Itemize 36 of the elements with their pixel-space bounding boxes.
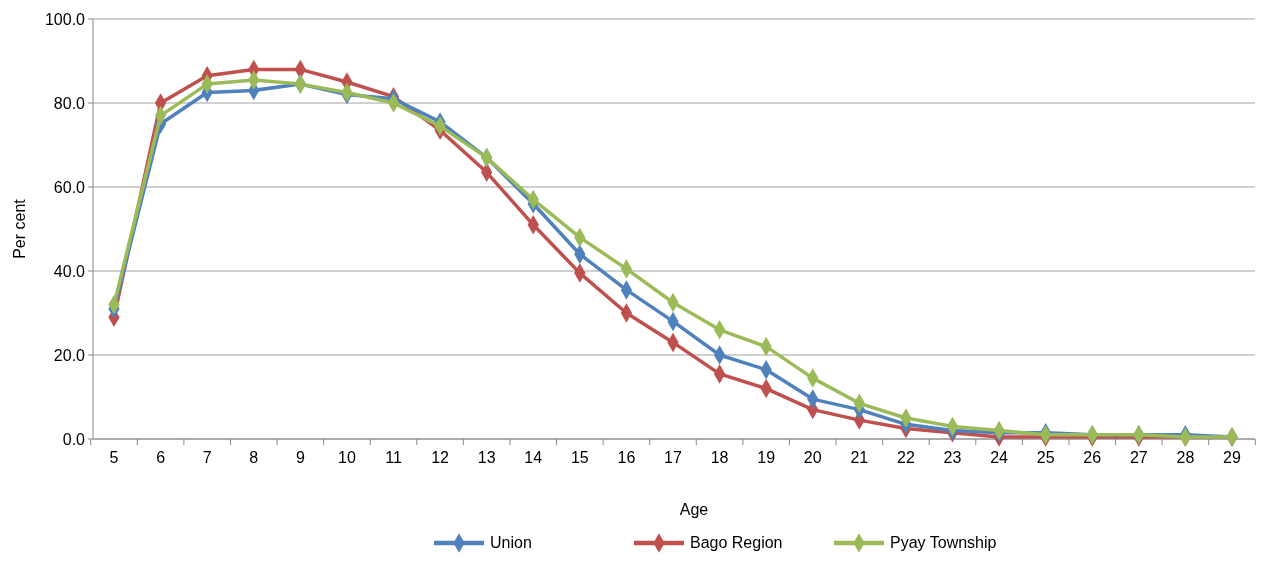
x-tick-label: 9 — [295, 449, 305, 466]
x-tick-label: 22 — [897, 449, 915, 466]
x-tick-label: 26 — [1083, 449, 1102, 466]
legend-label: Bago Region — [690, 534, 783, 551]
x-tick-label: 6 — [156, 449, 166, 466]
x-tick-label: 20 — [803, 449, 822, 466]
x-tick-label: 15 — [570, 449, 589, 466]
y-tick-label: 100.0 — [44, 10, 86, 28]
x-tick-label: 8 — [249, 449, 259, 466]
x-tick-label: 11 — [385, 449, 402, 466]
y-tick-label: 40.0 — [53, 262, 86, 280]
y-axis-title: Per cent — [11, 198, 28, 259]
legend-label: Union — [490, 534, 532, 551]
x-tick-label: 21 — [850, 449, 869, 466]
y-tick-label: 80.0 — [53, 94, 86, 112]
x-axis-title: Age — [679, 501, 709, 518]
x-tick-label: 29 — [1223, 449, 1241, 466]
y-tick-label: 20.0 — [53, 346, 86, 364]
x-tick-label: 16 — [617, 449, 636, 466]
x-tick-label: 27 — [1129, 449, 1148, 466]
x-tick-label: 23 — [943, 449, 962, 466]
x-tick-label: 14 — [524, 449, 543, 466]
x-tick-label: 7 — [202, 449, 212, 466]
y-tick-label: 0.0 — [62, 430, 86, 448]
legend-label: Pyay Township — [890, 534, 997, 551]
x-tick-label: 13 — [477, 449, 496, 466]
x-tick-label: 18 — [710, 449, 729, 466]
x-tick-label: 5 — [109, 449, 119, 466]
x-tick-label: 24 — [990, 449, 1009, 466]
x-tick-label: 28 — [1176, 449, 1195, 466]
x-tick-label: 12 — [431, 449, 450, 466]
y-tick-label: 60.0 — [53, 178, 86, 196]
x-tick-label: 19 — [757, 449, 776, 466]
x-tick-label: 25 — [1036, 449, 1055, 466]
x-tick-label: 10 — [338, 449, 356, 466]
x-tick-label: 17 — [664, 449, 682, 466]
